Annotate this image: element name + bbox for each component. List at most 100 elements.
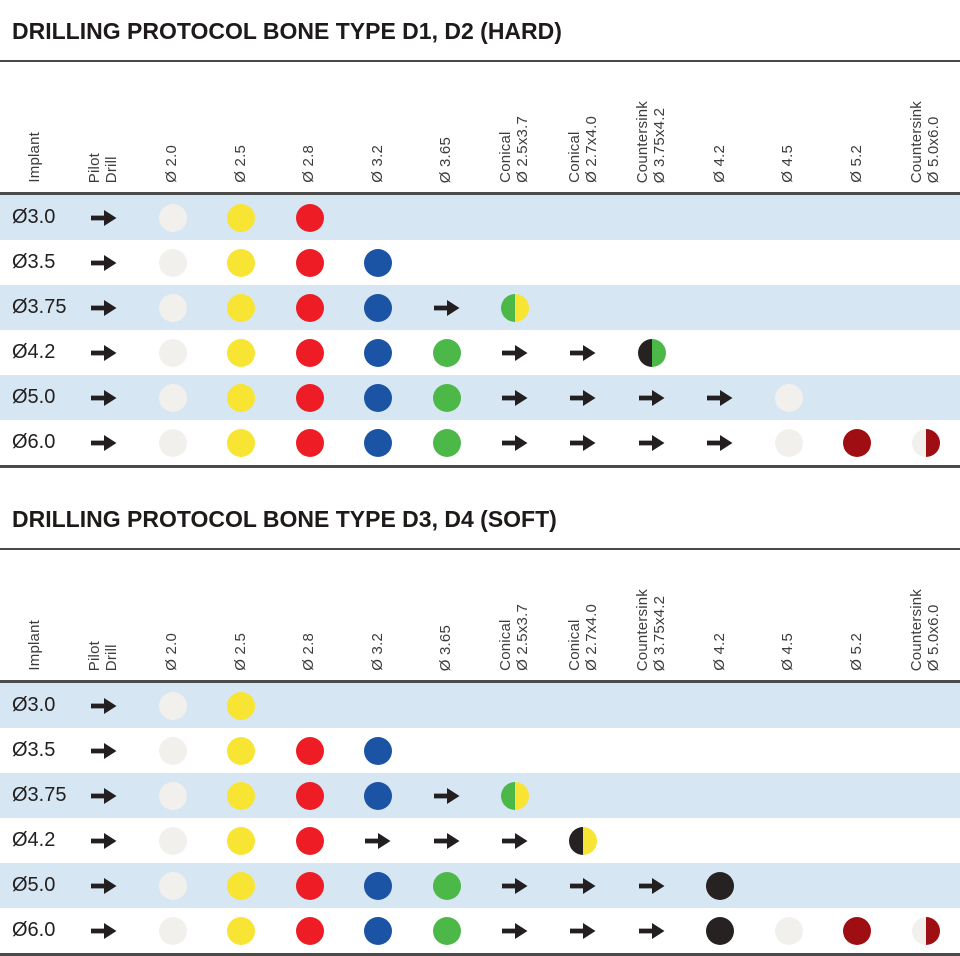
protocol-cell (686, 728, 754, 773)
protocol-cell (138, 195, 206, 240)
column-header: Ø 4.5 (755, 550, 823, 680)
protocol-cell (481, 375, 549, 420)
column-header-label: Ø 5.2 (847, 633, 865, 671)
green-dot-icon (432, 383, 461, 412)
arrow-right-icon (501, 877, 528, 894)
arrow-right-icon (91, 697, 117, 714)
table-row-ø4.2: Ø4.2 (0, 330, 960, 375)
yellow-dot-icon (227, 691, 256, 720)
protocol-cell (207, 240, 275, 285)
protocol-cell (686, 375, 754, 420)
arrow-right-icon (501, 922, 528, 939)
protocol-cell (481, 818, 549, 863)
white-dot-icon (158, 736, 187, 765)
column-header-label: Ø 2.0 (163, 633, 181, 671)
protocol-cell (138, 908, 206, 953)
protocol-cell (481, 330, 549, 375)
column-header-row: Implant Pilot Drill Ø 2.0 Ø 2.5 Ø 2.8 Ø 3.2 Ø … (0, 62, 960, 195)
table-title-hard: DRILLING PROTOCOL BONE TYPE D1, D2 (HARD… (12, 18, 562, 44)
protocol-cell (618, 863, 686, 908)
protocol-cell (138, 683, 206, 728)
protocol-cell (549, 683, 617, 728)
protocol-cell (686, 908, 754, 953)
protocol-cell (207, 420, 275, 465)
protocol-cell (892, 818, 960, 863)
protocol-cell (892, 728, 960, 773)
arrow-right-icon (433, 832, 460, 849)
column-header-label: Conical Ø 2.5x3.7 (497, 116, 531, 183)
protocol-cell (755, 908, 823, 953)
protocol-cell (823, 330, 891, 375)
column-header-label: Ø 2.8 (300, 633, 318, 671)
protocol-cell (755, 818, 823, 863)
arrow-right-icon (91, 434, 117, 451)
protocol-cell (412, 195, 480, 240)
column-header: Ø 3.65 (412, 550, 480, 680)
protocol-cell (70, 818, 138, 863)
protocol-cell (686, 420, 754, 465)
protocol-cell (412, 240, 480, 285)
protocol-cell (618, 728, 686, 773)
column-header: Ø 3.2 (344, 62, 412, 192)
red-dot-icon (295, 248, 324, 277)
column-header: Ø 2.0 (138, 550, 206, 680)
protocol-cell (823, 773, 891, 818)
protocol-cell (686, 195, 754, 240)
column-header: Ø 3.2 (344, 550, 412, 680)
protocol-cell (275, 908, 343, 953)
yellow-dot-icon (227, 736, 256, 765)
blue-dot-icon (364, 293, 393, 322)
column-header: Implant (0, 550, 70, 680)
protocol-cell (481, 773, 549, 818)
green-dot-icon (432, 916, 461, 945)
protocol-cell (481, 240, 549, 285)
arrow-right-icon (638, 389, 665, 406)
protocol-cell (344, 375, 412, 420)
protocol-cell (275, 683, 343, 728)
protocol-cell (618, 818, 686, 863)
protocol-cell (686, 818, 754, 863)
white-dot-icon (158, 383, 187, 412)
green-dot-icon (432, 428, 461, 457)
protocol-cell (207, 195, 275, 240)
arrow-right-icon (501, 832, 528, 849)
half-white-darkred-dot-icon (911, 428, 940, 457)
protocol-cell (618, 285, 686, 330)
arrow-right-icon (91, 787, 117, 804)
column-header-label: Ø 2.0 (163, 145, 181, 183)
column-header-label: Pilot Drill (86, 152, 121, 183)
protocol-cell (549, 863, 617, 908)
protocol-cell (549, 195, 617, 240)
red-dot-icon (295, 826, 324, 855)
protocol-cell (823, 285, 891, 330)
table-bottom-rule (0, 465, 960, 468)
white-dot-icon (774, 383, 803, 412)
black-dot-icon (706, 916, 735, 945)
column-header: Countersink Ø 3.75x4.2 (618, 62, 686, 192)
protocol-cell (138, 375, 206, 420)
protocol-cell (892, 420, 960, 465)
protocol-cell (823, 908, 891, 953)
protocol-cell (275, 420, 343, 465)
protocol-cell (686, 330, 754, 375)
yellow-dot-icon (227, 781, 256, 810)
implant-label: Ø5.0 (12, 386, 56, 408)
column-header-label: Conical Ø 2.5x3.7 (497, 604, 531, 671)
column-header-label: Countersink Ø 3.75x4.2 (634, 100, 668, 183)
column-header-label: Conical Ø 2.7x4.0 (565, 116, 600, 183)
column-header-label: Ø 4.5 (779, 633, 797, 671)
protocol-cell (412, 285, 480, 330)
protocol-cell (549, 773, 617, 818)
protocol-cell (138, 240, 206, 285)
yellow-dot-icon (227, 383, 256, 412)
table-row-ø3.0: Ø3.0 (0, 683, 960, 728)
protocol-cell (481, 683, 549, 728)
blue-dot-icon (364, 736, 393, 765)
protocol-cell (344, 908, 412, 953)
yellow-dot-icon (227, 293, 256, 322)
protocol-cell (70, 420, 138, 465)
half-black-green-dot-icon (637, 338, 666, 367)
half-white-darkred-dot-icon (911, 916, 940, 945)
implant-label: Ø3.5 (12, 739, 56, 761)
protocol-cell (275, 240, 343, 285)
